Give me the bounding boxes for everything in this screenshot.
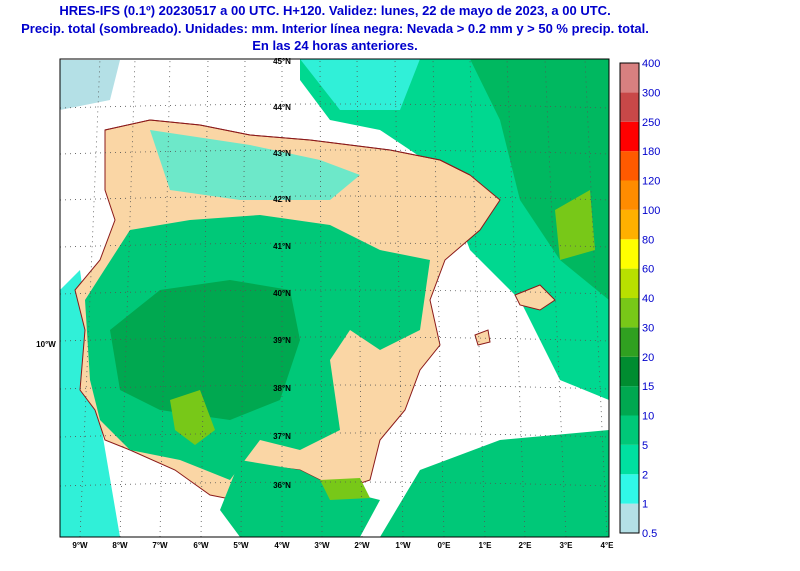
latitude-label: 41°N — [273, 242, 291, 251]
colorbar-segment — [620, 63, 639, 93]
colorbar-segment — [620, 356, 639, 387]
colorbar-segment — [620, 386, 639, 416]
colorbar-label: 10 — [642, 411, 654, 423]
longitude-label: 1°E — [479, 541, 493, 550]
colorbar-label: 250 — [642, 117, 660, 129]
colorbar-label: 400 — [642, 58, 660, 70]
colorbar-segment — [620, 92, 639, 122]
colorbar-segment — [620, 444, 639, 475]
colorbar-label: 40 — [642, 293, 654, 305]
longitude-label: 4°E — [601, 541, 615, 550]
colorbar-label: 2 — [642, 469, 648, 481]
colorbar-label: 80 — [642, 234, 654, 246]
colorbar-label: 300 — [642, 87, 660, 99]
colorbar-label: 1 — [642, 499, 648, 511]
longitude-label: 2°E — [519, 541, 533, 550]
longitude-label: 8°W — [112, 541, 128, 550]
colorbar-label: 100 — [642, 205, 660, 217]
colorbar-label: 20 — [642, 352, 654, 364]
colorbar-segment — [620, 327, 639, 357]
latitude-label: 45°N — [273, 57, 291, 66]
map-frame — [59, 58, 610, 538]
colorbar-segment — [620, 151, 639, 181]
colorbar-segment — [620, 239, 639, 269]
longitude-label: 5°W — [233, 541, 249, 550]
colorbar-label: 120 — [642, 176, 660, 188]
longitude-label: 1°W — [395, 541, 411, 550]
colorbar-segment — [620, 180, 639, 210]
longitude-label: 3°E — [560, 541, 574, 550]
longitude-label: 6°W — [193, 541, 209, 550]
latitude-label: 40°N — [273, 289, 291, 298]
latitude-label: 43°N — [273, 149, 291, 158]
latitude-label: 37°N — [273, 432, 291, 441]
map — [60, 59, 609, 537]
title-line: HRES-IFS (0.1º) 20230517 a 00 UTC. H+120… — [59, 3, 610, 18]
longitude-label: 9°W — [72, 541, 88, 550]
title-line: En las 24 horas anteriores. — [252, 38, 417, 53]
longitude-label: 2°W — [354, 541, 370, 550]
longitude-label: 7°W — [152, 541, 168, 550]
colorbar-label: 30 — [642, 322, 654, 334]
longitude-label: 4°W — [274, 541, 290, 550]
title-line: Precip. total (sombreado). Unidades: mm.… — [21, 21, 649, 36]
latitude-label: 39°N — [273, 336, 291, 345]
longitude-label: 10°W — [36, 340, 56, 349]
latitude-label: 36°N — [273, 481, 291, 490]
longitude-label: 0°E — [438, 541, 452, 550]
longitude-label: 3°W — [314, 541, 330, 550]
colorbar-label: 5 — [642, 440, 648, 452]
colorbar-frame — [619, 62, 640, 534]
colorbar-segment — [620, 268, 639, 298]
colorbar-label: 60 — [642, 264, 654, 276]
latitude-label: 38°N — [273, 384, 291, 393]
latitude-label: 44°N — [273, 103, 291, 112]
colorbar-segment — [620, 474, 639, 504]
colorbar-segment — [620, 415, 639, 445]
colorbar-label: 0.5 — [642, 528, 657, 540]
colorbar-label: 180 — [642, 146, 660, 158]
colorbar-segment — [620, 298, 639, 328]
colorbar-segment — [620, 503, 639, 533]
colorbar-segment — [620, 209, 639, 240]
colorbar-label: 15 — [642, 381, 654, 393]
latitude-label: 42°N — [273, 195, 291, 204]
colorbar-segment — [620, 121, 639, 152]
